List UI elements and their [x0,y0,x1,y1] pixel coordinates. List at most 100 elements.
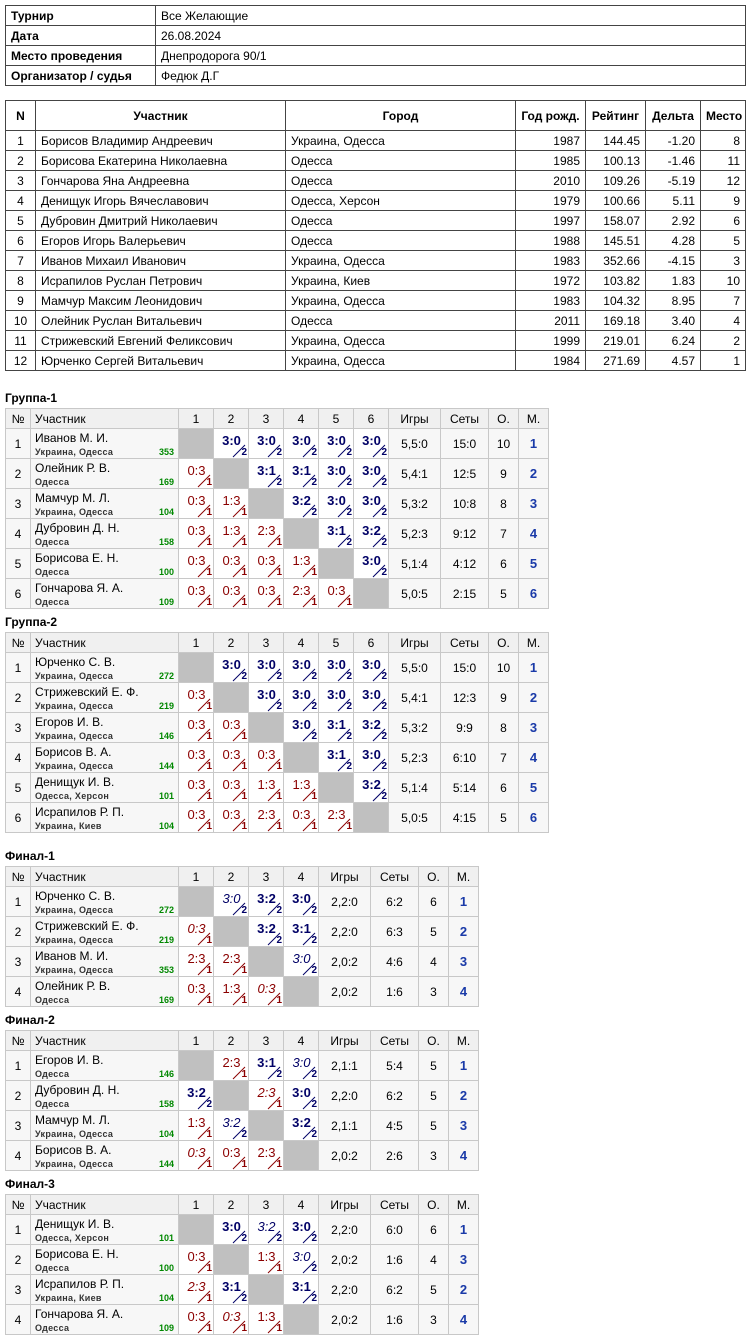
column-header: 3 [248,1194,284,1215]
divider-line [197,698,211,712]
total-points: 8 [488,712,519,743]
player-name: Егоров И. В. [35,1053,104,1067]
participant-cell: 8.95 [645,290,701,311]
group-row: 3 Мамчур М. Л. Украина, Одесса 104 1:3 1 3:2 2 3… [5,1110,479,1141]
header-row: № Участник 1 2 3 4 5 6 Игры Сеты О. М. [5,632,549,653]
score-divider [267,534,281,548]
set-score: 0:3 [187,1145,206,1160]
player-name: Исрапилов Р. П. [35,805,125,819]
total-points: 9 [488,458,519,489]
player-city: Одесса [35,1069,70,1079]
sets: 4:15 [440,802,489,833]
score: 0:3 1 [179,1141,213,1170]
set-score: 0:3 [257,583,276,598]
divider-line [197,992,211,1006]
score: 0:3 1 [179,549,213,578]
score-cell: 3:0 2 [213,886,249,917]
score-divider [232,1066,246,1080]
score: 3:0 2 [319,489,353,518]
header-row: № Участник 1 2 3 4 5 6 Игры Сеты О. М. [5,408,549,429]
player-name: Борисов В. А. [35,745,112,759]
set-score: 1:3 [222,523,241,538]
score-divider [197,788,211,802]
row-number: 3 [5,488,31,519]
match-points: 1 [206,1263,212,1274]
player-name: Денищук И. В. [35,1217,115,1231]
games: 5,4:1 [388,458,441,489]
score-divider [197,728,211,742]
player-rating: 169 [158,995,174,1005]
score: 0:3 1 [214,1305,248,1334]
match-points: 2 [276,477,282,488]
group-head: № Участник 1 2 3 4 Игры Сеты О. М. [5,1030,479,1051]
participant-row: 3 Гончарова Яна Андреевна Одесса 2010 109.26… [5,170,746,191]
group-table: № Участник 1 2 3 4 Игры Сеты О. М. 1 Юрченко С. В. У… [5,866,479,1007]
match-points: 1 [206,821,212,832]
player: Борисов В. А. Украина, Одесса 144 [32,1142,178,1170]
player-name: Олейник Р. В. [35,461,111,475]
score-cell: 1:3 1 [283,548,319,579]
group-row: 3 Исрапилов Р. П. Украина, Киев 104 2:3 1 3:1 2… [5,1274,479,1305]
group-row: 2 Борисова Е. Н. Одесса 100 0:3 1 1:3 1 3:0 2 2,0:… [5,1244,479,1275]
score-cell: 0:3 1 [248,578,284,609]
match-points: 1 [206,1159,212,1170]
divider-line [372,728,386,742]
divider-line [197,1156,211,1170]
participant-cell: 6.24 [645,330,701,351]
score: 3:0 2 [319,683,353,712]
group-row: 1 Егоров И. В. Одесса 146 2:3 1 3:1 2 3:0 2 2,1:1 5… [5,1050,479,1081]
score: 3:0 2 [284,1245,318,1274]
score-cell: 0:3 1 [213,712,249,743]
participant-cell: 103.82 [585,270,646,291]
player-city: Украина, Одесса [35,935,114,945]
score: 1:3 1 [249,1245,283,1274]
games: 2,0:2 [318,1244,371,1275]
column-header: № [5,1030,31,1051]
score-cell: 3:0 2 [318,488,354,519]
player-city: Украина, Одесса [35,731,114,741]
score: 0:3 1 [319,579,353,608]
match-points: 1 [241,731,247,742]
player-name: Иванов М. И. [35,431,109,445]
group-row: 2 Олейник Р. В. Одесса 169 0:3 1 3:1 2 3:1 2 3:0 2 3… [5,458,549,489]
divider-line [302,504,316,518]
match-points: 2 [346,537,352,548]
group-row: 2 Дубровин Д. Н. Одесса 158 3:2 2 2:3 1 3:0 2 2,2:… [5,1080,479,1111]
divider-line [302,818,316,832]
divider-line [197,932,211,946]
match-points: 1 [206,791,212,802]
score-divider [372,788,386,802]
set-score: 0:3 [187,1309,206,1324]
score-cell: 0:3 1 [178,712,214,743]
column-header: 4 [283,632,319,653]
sets: 4:6 [370,946,419,977]
score: 0:3 1 [179,683,213,712]
score: 3:1 2 [214,1275,248,1304]
player-name: Иванов М. И. [35,949,109,963]
divider-line [337,474,351,488]
info-row: Дата 26.08.2024 [5,25,746,46]
divider-line [372,444,386,458]
column-header: 6 [353,408,389,429]
column-header: N [5,100,36,131]
participant-cell: Украина, Одесса [285,350,516,371]
row-number: 4 [5,518,31,549]
score-divider [232,1126,246,1140]
participant-cell: 5 [700,230,746,251]
divider-line [302,902,316,916]
total-points: 7 [488,518,519,549]
player-rating: 219 [158,701,174,711]
sets: 15:0 [440,428,489,459]
player-city: Одесса [35,537,70,547]
participant-cell: 1983 [515,250,586,271]
column-header: Игры [318,1194,371,1215]
divider-line [302,788,316,802]
score-cell: 3:0 2 [248,652,284,683]
divider-line [232,1156,246,1170]
match-points: 2 [346,731,352,742]
player: Егоров И. В. Украина, Одесса 146 [32,714,178,742]
divider-line [232,818,246,832]
place: 3 [448,1244,479,1275]
divider-line [267,1320,281,1334]
set-score: 1:3 [292,553,311,568]
